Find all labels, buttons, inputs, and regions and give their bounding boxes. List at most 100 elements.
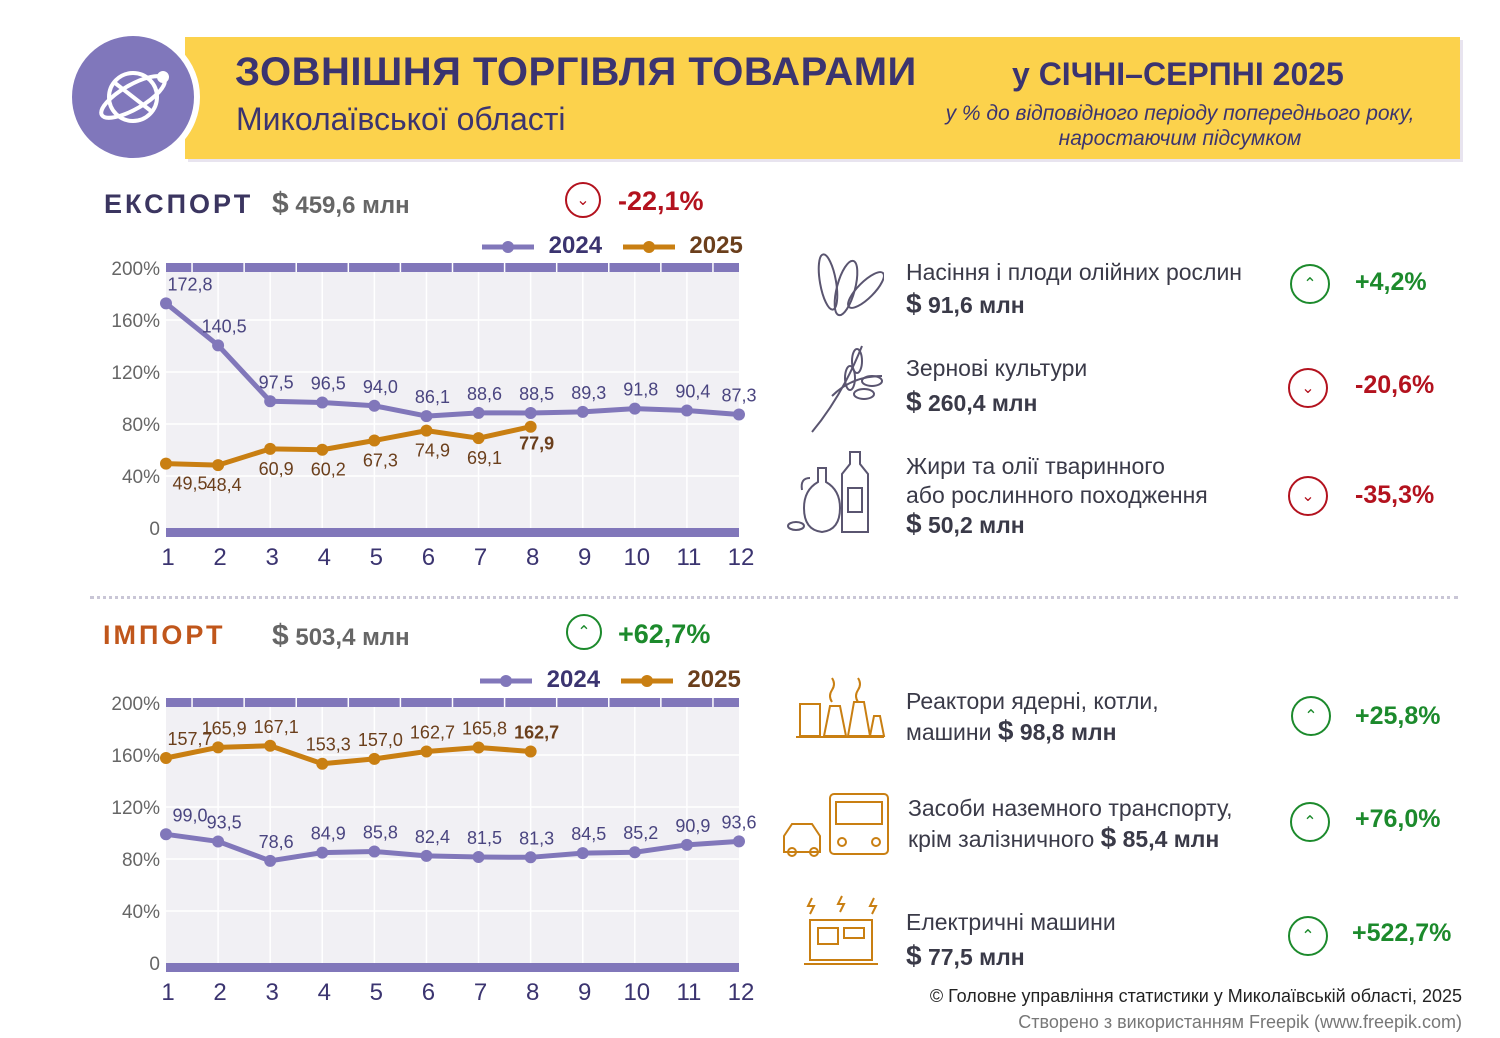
data-label-2024: 85,8: [363, 822, 398, 842]
export-item-value: $ 260,4 млн: [906, 386, 1037, 418]
data-label-2025: 67,3: [363, 451, 398, 471]
data-point-2024: [733, 408, 745, 421]
data-label-2024: 140,5: [202, 316, 247, 336]
data-label-2024: 93,6: [721, 812, 756, 832]
x-tick-label: 7: [474, 544, 487, 571]
period-note: у % до відповідного періоду попереднього…: [900, 101, 1460, 151]
value: 77,5 млн: [927, 944, 1025, 970]
name-line: машини: [906, 719, 992, 745]
legend-2025-marker: [620, 674, 673, 687]
x-tick-label: 10: [623, 979, 650, 1006]
import-total-value: 503,4 млн: [295, 624, 410, 651]
data-point-2025: [264, 442, 277, 455]
y-tick-label: 200%: [111, 694, 160, 715]
currency: $: [272, 187, 289, 220]
import-heading: ІМПОРТ: [103, 620, 226, 650]
y-tick-label: 40%: [122, 467, 160, 488]
y-tick-label: 40%: [122, 902, 160, 923]
series-line-2024: [165, 831, 740, 864]
import-item-change: +76,0%: [1355, 805, 1441, 833]
sunflower-seeds-icon: [808, 250, 885, 325]
x-tick-label: 12: [728, 979, 755, 1006]
data-point-2024: [680, 404, 693, 417]
import-item-change: +25,8%: [1355, 702, 1441, 730]
data-point-2024: [472, 406, 485, 419]
data-label-2024: 97,5: [259, 372, 294, 392]
export-item-value: $ 91,6 млн: [906, 288, 1025, 320]
value: 91,6 млн: [927, 292, 1025, 318]
data-point-2024: [212, 835, 225, 848]
import-item-value: $ 85,4 млн: [1101, 823, 1220, 852]
data-label-2024: 87,3: [721, 386, 756, 406]
series-line-2025: [165, 743, 531, 767]
data-label-2024: 90,4: [675, 381, 710, 401]
x-tick-label: 12: [728, 544, 755, 571]
import-item-value: $ 77,5 млн: [906, 940, 1025, 972]
data-label-2024: 90,9: [675, 816, 710, 836]
data-point-2025: [160, 457, 172, 470]
data-label-2024: 88,6: [467, 384, 502, 404]
data-point-2024: [264, 854, 277, 867]
data-label-2025: 60,9: [259, 459, 294, 479]
up-arrow-icon: ⌃: [1288, 916, 1328, 956]
legend-2024-marker: [480, 674, 532, 687]
data-point-2024: [368, 399, 381, 412]
name-line: Реактори ядерні, котли,: [906, 688, 1159, 714]
import-item-change: +522,7%: [1352, 919, 1452, 947]
wheat-icon: [802, 336, 886, 441]
legend-2024-label: 2024: [546, 666, 601, 693]
x-tick-label: 5: [370, 544, 383, 571]
data-point-2024: [420, 849, 433, 862]
bottom-band: [166, 528, 739, 537]
export-heading: ЕКСПОРТ: [104, 189, 254, 219]
credit: Створено з використанням Freepik (www.fr…: [1018, 1012, 1462, 1032]
x-tick-label: 10: [623, 544, 650, 571]
y-tick-label: 120%: [111, 798, 160, 819]
oil-bottles-icon: [784, 448, 884, 541]
data-point-2024: [524, 851, 537, 864]
data-point-2025: [420, 745, 433, 758]
x-tick-label: 6: [422, 979, 435, 1006]
y-tick-label: 0: [149, 519, 160, 540]
import-item-name: Засоби наземного транспорту, крім залізни…: [908, 794, 1233, 854]
copyright: © Головне управління статистики у Микола…: [929, 986, 1462, 1006]
reactor-icon: [796, 674, 886, 745]
x-tick-label: 11: [676, 544, 701, 571]
export-item-name: Насіння і плоди олійних рослин: [906, 259, 1242, 285]
data-point-2024: [576, 847, 589, 860]
data-label-2024: 81,5: [467, 828, 502, 848]
data-point-2025: [472, 741, 485, 754]
data-label-2025: 77,9: [519, 434, 554, 454]
series-line-2025: [165, 424, 532, 468]
currency: $: [906, 508, 922, 539]
data-point-2024: [316, 846, 329, 859]
import-legend: 2024 2025: [480, 666, 741, 694]
down-arrow-icon: ⌄: [1288, 476, 1328, 516]
legend-2024-label: 2024: [548, 232, 603, 259]
down-arrow-icon: ⌄: [1288, 368, 1328, 408]
data-point-2025: [316, 757, 329, 770]
data-label-2025: 165,9: [202, 718, 247, 738]
data-point-2024: [160, 828, 172, 841]
export-item-name: Жири та олії тваринного або рослинного по…: [906, 452, 1208, 510]
data-label-2024: 99,0: [172, 805, 207, 825]
data-point-2024: [264, 395, 277, 408]
x-tick-label: 3: [266, 544, 279, 571]
y-tick-label: 80%: [122, 850, 160, 871]
y-tick-label: 160%: [111, 311, 160, 332]
currency: $: [906, 288, 922, 319]
currency: $: [906, 940, 922, 971]
legend-2025-marker: [622, 240, 675, 253]
data-point-2025: [472, 432, 485, 445]
export-item-change: +4,2%: [1355, 268, 1427, 296]
up-arrow-icon: ⌃: [1290, 802, 1330, 842]
x-tick-label: 1: [161, 979, 174, 1006]
y-tick-label: 0: [149, 954, 160, 975]
x-tick-label: 4: [318, 544, 331, 571]
currency: $: [906, 386, 922, 417]
name-line: Жири та олії тваринного: [906, 453, 1165, 479]
data-label-2024: 81,3: [519, 828, 554, 848]
data-label-2024: 84,9: [311, 824, 346, 844]
x-tick-label: 8: [526, 544, 539, 571]
